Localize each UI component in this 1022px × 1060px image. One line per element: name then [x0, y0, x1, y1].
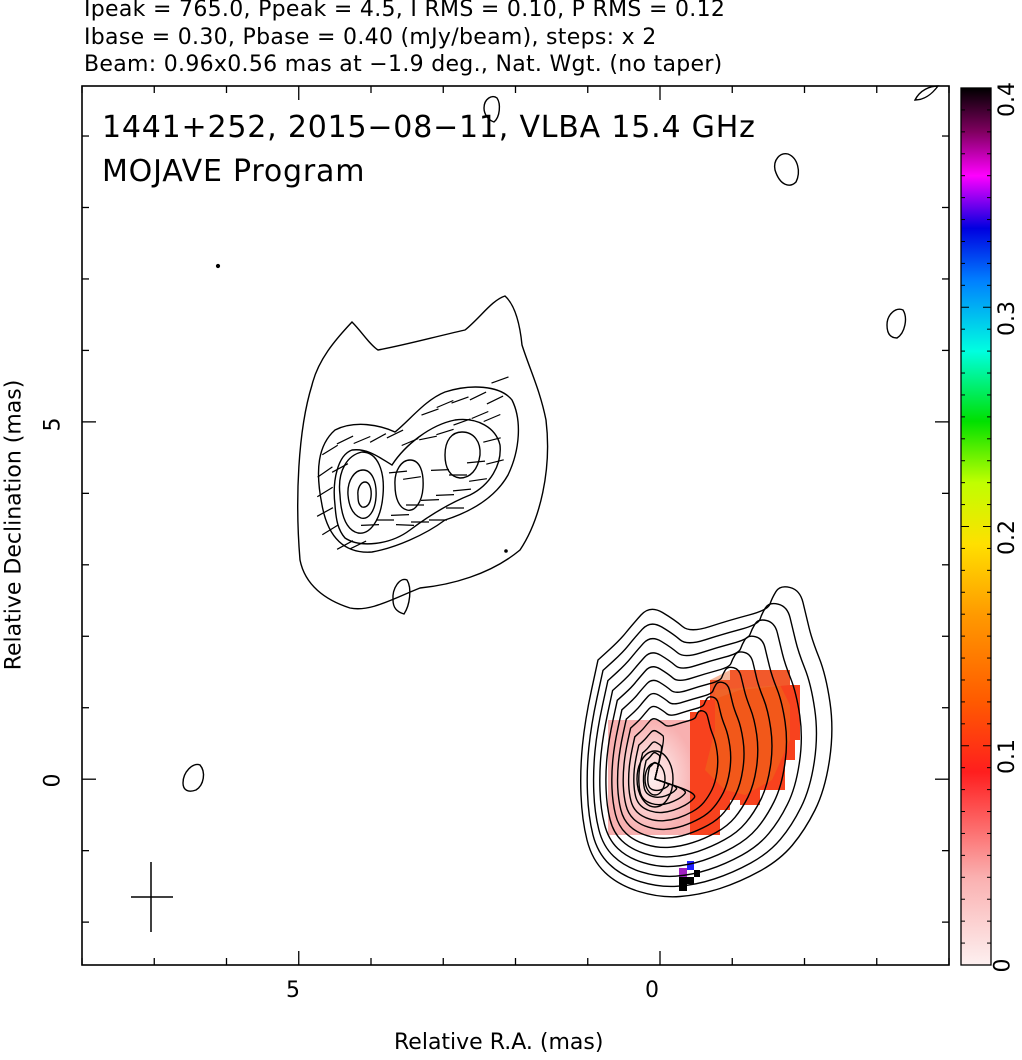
- evpa-vector: [386, 429, 404, 439]
- evpa-vector: [421, 408, 439, 416]
- evpa-vector: [491, 376, 509, 384]
- evpa-vector: [321, 524, 339, 536]
- y-tick-label-5: 5: [40, 417, 66, 432]
- evpa-vector: [436, 399, 454, 409]
- contour-core-level-6: [611, 666, 759, 849]
- evpa-vector: [483, 413, 501, 423]
- contour-island-3: [773, 153, 800, 186]
- beam-marker: [131, 862, 173, 932]
- contour-core-level-11: [638, 741, 687, 806]
- contour-knot-east-inner: [347, 469, 377, 519]
- contour-core-level-7: [616, 681, 745, 839]
- contour-core-peak-2: [644, 762, 666, 796]
- pol-region-core: [608, 720, 695, 835]
- plot-title-line-1: 1441+252, 2015−08−11, VLBA 15.4 GHz: [102, 110, 756, 145]
- colorbar-label-0.2: 0.2: [995, 520, 1020, 555]
- evpa-vector: [486, 459, 504, 465]
- contour-knot-west: [444, 431, 481, 479]
- evpa-vector: [316, 507, 334, 517]
- contour-core-level-5: [605, 651, 773, 858]
- x-tick-label-0: 0: [645, 978, 659, 1003]
- intensity-contours: [182, 85, 940, 898]
- contour-core-level-10: [633, 729, 696, 814]
- colorbar-label-0: 0: [990, 958, 1016, 973]
- evpa-vector: [390, 514, 410, 516]
- evpa-vector: [451, 396, 469, 404]
- evpa-vector: [360, 524, 380, 526]
- x-axis-label: Relative R.A. (mas): [394, 1030, 604, 1055]
- evpa-vector: [471, 410, 489, 420]
- evpa-vector: [486, 395, 504, 405]
- y-axis-label: Relative Declination (mas): [1, 379, 27, 671]
- evpa-vector: [469, 478, 487, 482]
- contour-knot-east: [338, 451, 385, 534]
- header-line-2: Ibase = 0.30, Pbase = 0.40 (mJy/beam), s…: [84, 25, 657, 50]
- contour-island-1: [392, 578, 411, 615]
- contour-knot-middle: [394, 459, 424, 511]
- evpa-vector: [316, 486, 334, 498]
- colorbar-label-0.3: 0.3: [995, 301, 1020, 336]
- contour-island-6: [913, 85, 940, 101]
- evpa-vector: [331, 463, 349, 473]
- colorbar-ticks: [961, 87, 991, 966]
- pol-region-jet-inner: [705, 685, 790, 795]
- contour-island-4: [886, 308, 907, 339]
- evpa-vector: [369, 433, 387, 443]
- contour-island-2: [182, 763, 205, 792]
- contour-jet-2: [317, 386, 520, 553]
- evpa-vector: [388, 470, 408, 474]
- colorbar-label-0.1: 0.1: [995, 739, 1020, 774]
- evpa-vector: [435, 494, 455, 496]
- evpa-vector: [483, 437, 501, 443]
- contour-jet-3: [333, 418, 501, 545]
- evpa-vector: [336, 540, 354, 550]
- evpa-vector: [353, 435, 371, 445]
- x-tick-label-5: 5: [286, 978, 300, 1003]
- evpa-vector: [395, 524, 415, 526]
- contour-core-level-12: [642, 751, 678, 798]
- evpa-vector: [321, 444, 339, 456]
- colorbar-label-0.4: 0.4: [995, 82, 1020, 117]
- evpa-vector: [420, 499, 440, 501]
- evpa-vector: [317, 466, 333, 478]
- contour-core-level-8: [622, 696, 732, 831]
- header-line-1: Ipeak = 765.0, Ppeak = 4.5, I RMS = 0.10…: [84, 0, 726, 22]
- contour-outer-jet: [297, 295, 549, 610]
- header-line-3: Beam: 0.96x0.56 mas at −1.9 deg., Nat. W…: [84, 52, 723, 77]
- evpa-vector: [466, 460, 486, 464]
- pol-pixel-blue: [687, 861, 694, 870]
- contour-core-level-2: [586, 602, 818, 888]
- plot-frame: [81, 85, 950, 966]
- evpa-vector: [430, 469, 450, 471]
- evpa-vector: [436, 428, 454, 436]
- contour-core-level-9: [627, 710, 719, 822]
- evpa-vector: [349, 540, 367, 550]
- evpa-vectors: [215, 263, 509, 553]
- noise-dot: [215, 263, 221, 269]
- contour-island-5: [483, 95, 501, 123]
- evpa-vector: [452, 488, 472, 492]
- evpa-vector: [469, 391, 487, 401]
- evpa-vector: [419, 435, 437, 441]
- evpa-vector: [453, 418, 471, 426]
- contour-core-level-4: [599, 635, 788, 868]
- evpa-vector: [403, 476, 421, 480]
- contour-core-level-3: [592, 619, 803, 878]
- pol-pixel-purple: [679, 868, 687, 877]
- noise-dot: [504, 549, 508, 553]
- evpa-vector: [336, 435, 354, 445]
- axis-ticks: [81, 86, 950, 965]
- contour-knot-core-east: [357, 481, 372, 508]
- y-tick-label-0: 0: [40, 773, 66, 788]
- polarization-map: [608, 670, 800, 891]
- contour-core-peak-1: [636, 750, 674, 808]
- contour-core-level-1: [580, 586, 833, 898]
- evpa-vector: [401, 437, 419, 447]
- plot-title-line-2: MOJAVE Program: [102, 154, 366, 189]
